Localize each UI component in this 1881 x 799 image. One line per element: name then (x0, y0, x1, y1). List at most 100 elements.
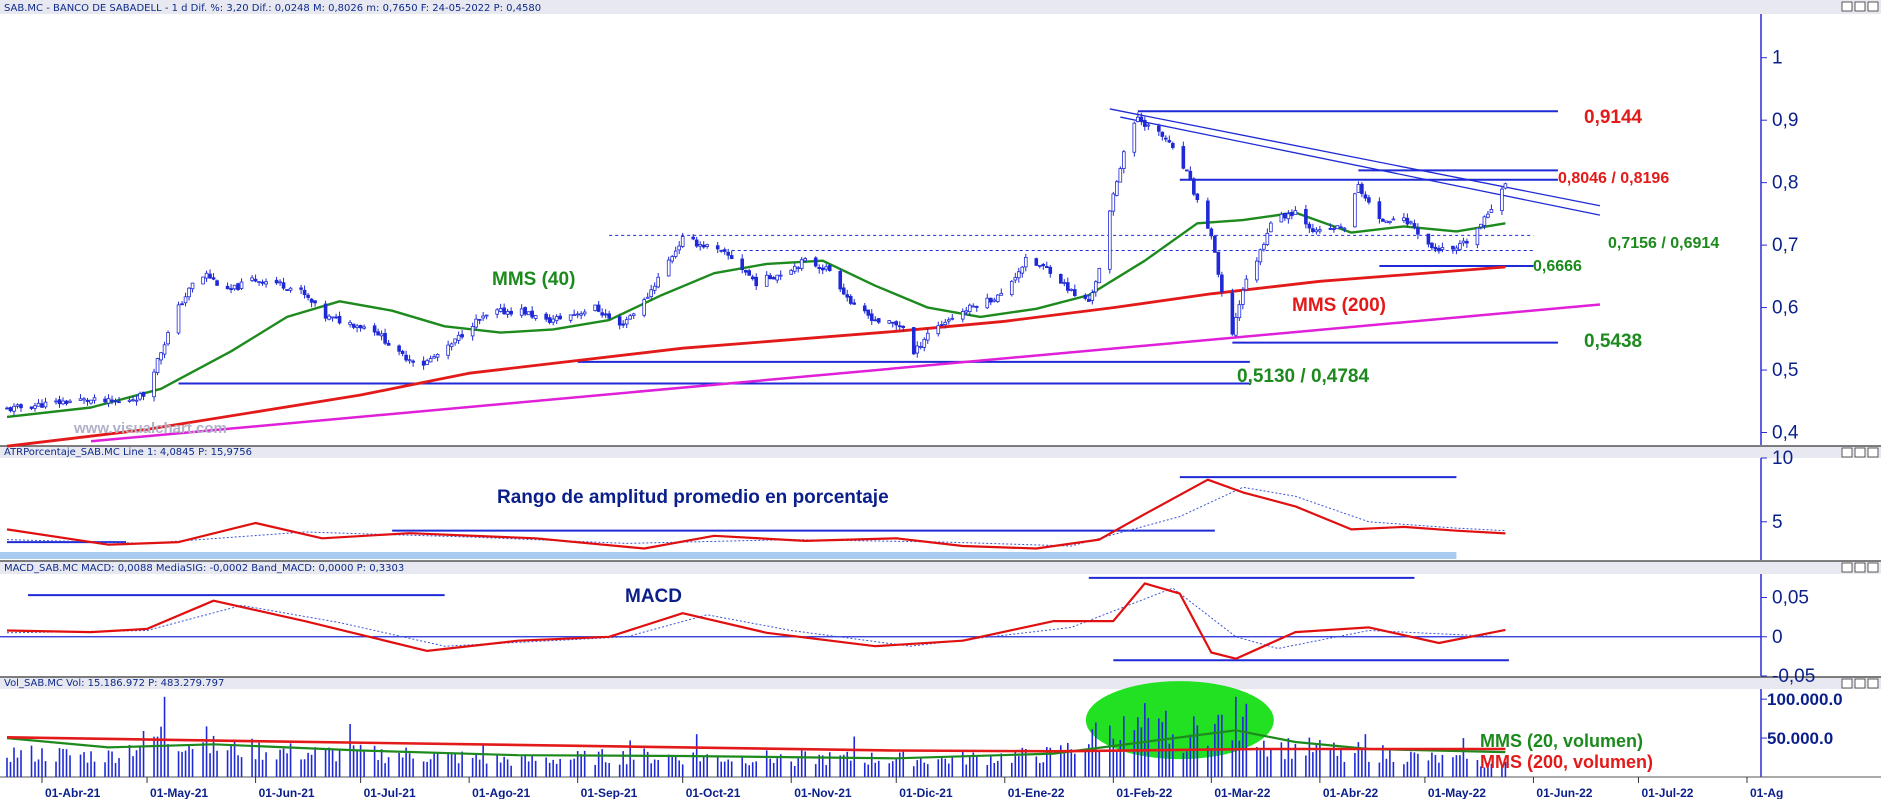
candle-body (824, 266, 829, 270)
xtick-label: 01-Dic-21 (899, 786, 953, 799)
candle-body (498, 308, 503, 312)
candle-body (918, 346, 923, 348)
candle-body (1234, 316, 1238, 336)
candle-body (1430, 242, 1434, 249)
candle-body (330, 316, 335, 319)
candle-body (1139, 116, 1144, 122)
price-trendline (90, 303, 1601, 443)
candle-body (1479, 223, 1483, 228)
candle-body (768, 275, 773, 280)
candle-body (694, 239, 699, 247)
candle-body (1500, 188, 1504, 212)
xtick-label: 01-Ene-22 (1008, 786, 1065, 799)
candle-body (897, 325, 902, 328)
candle-body (183, 296, 188, 304)
candle-body (407, 359, 412, 362)
candle-body (841, 287, 846, 295)
candle-body (281, 282, 286, 289)
candle-body (449, 343, 454, 348)
candle-body (456, 334, 461, 341)
candle-body (1066, 282, 1070, 291)
candle-body (288, 287, 293, 291)
candle-body (1009, 280, 1014, 296)
xtick-label: 01-Jul-21 (364, 786, 416, 799)
candle-body (747, 270, 752, 276)
candle-body (397, 345, 401, 352)
candle-body (323, 303, 328, 319)
macd-restore-icon (1854, 562, 1866, 573)
price-ytick-label: 0,5 (1772, 360, 1798, 381)
candle-body (1307, 223, 1312, 229)
candle-body (106, 398, 111, 404)
candle-body (376, 331, 380, 336)
price-panel-header: SAB.MC - BANCO DE SABADELL - 1 d Dif. %:… (4, 3, 541, 14)
candle-body (1437, 247, 1441, 252)
candle-body (922, 338, 927, 348)
candle-body (827, 265, 832, 272)
candle-body (673, 250, 678, 257)
candle-body (1433, 246, 1438, 250)
macd-close-icon (1867, 562, 1879, 573)
candle-body (705, 244, 710, 247)
xtick-label: 01-Ag (1750, 786, 1783, 799)
candle-body (1290, 212, 1294, 217)
candle-body (1486, 213, 1490, 218)
candle-body (1108, 210, 1112, 270)
mms40-label: MMS (40) (492, 269, 575, 290)
candle-body (134, 399, 139, 402)
candle-body (260, 281, 265, 284)
candle-body (1314, 229, 1319, 233)
candle-body (967, 304, 972, 312)
candle-body (1405, 217, 1410, 225)
atr-header-bar (0, 446, 1881, 458)
candle-body (327, 315, 331, 320)
candle-body (876, 318, 881, 323)
candle-body (666, 259, 671, 277)
candle-body (631, 313, 636, 316)
candle-body (607, 313, 611, 319)
candle-body (470, 326, 475, 337)
candle-body (176, 304, 181, 334)
candle-body (1342, 227, 1347, 230)
candle-body (894, 321, 899, 326)
candle-body (411, 360, 415, 363)
candle-body (617, 316, 622, 326)
volume-highlight-ellipse (1085, 681, 1274, 760)
candle-body (820, 267, 825, 271)
candle-body (1016, 271, 1021, 279)
candle-body (309, 298, 314, 303)
candle-body (264, 281, 268, 285)
atr-ytick-label: 5 (1772, 512, 1783, 533)
watermark: www.visualchart.com (73, 420, 227, 437)
candle-body (1073, 289, 1077, 297)
candle-body (803, 258, 808, 262)
candle-body (519, 308, 524, 316)
candle-body (92, 397, 97, 401)
candle-body (8, 407, 13, 412)
xtick-label: 01-Mar-22 (1214, 786, 1270, 799)
candle-body (334, 316, 338, 319)
level-label-0-5130: 0,5130 / 0,4784 (1237, 366, 1369, 387)
xtick-label: 01-Jun-22 (1536, 786, 1592, 799)
candle-body (1286, 213, 1291, 220)
candle-body (1241, 289, 1245, 305)
candle-body (505, 311, 510, 315)
candle-body (187, 287, 191, 298)
macd-signal-line (6, 587, 1506, 649)
candle-body (1087, 298, 1091, 302)
candle-body (698, 244, 702, 247)
mms200-line (6, 265, 1506, 448)
candle-body (1213, 235, 1217, 253)
candle-body (992, 299, 997, 302)
candle-body (33, 405, 37, 409)
candle-body (740, 258, 745, 270)
candle-body (253, 278, 258, 282)
candle-body (103, 398, 107, 403)
candle-body (1020, 266, 1025, 274)
xtick-label: 01-Sep-21 (581, 786, 638, 799)
candle-body (1412, 223, 1417, 228)
candle-body (1332, 228, 1336, 230)
candle-body (190, 282, 195, 290)
candle-body (1367, 197, 1371, 203)
candle-body (285, 289, 289, 291)
